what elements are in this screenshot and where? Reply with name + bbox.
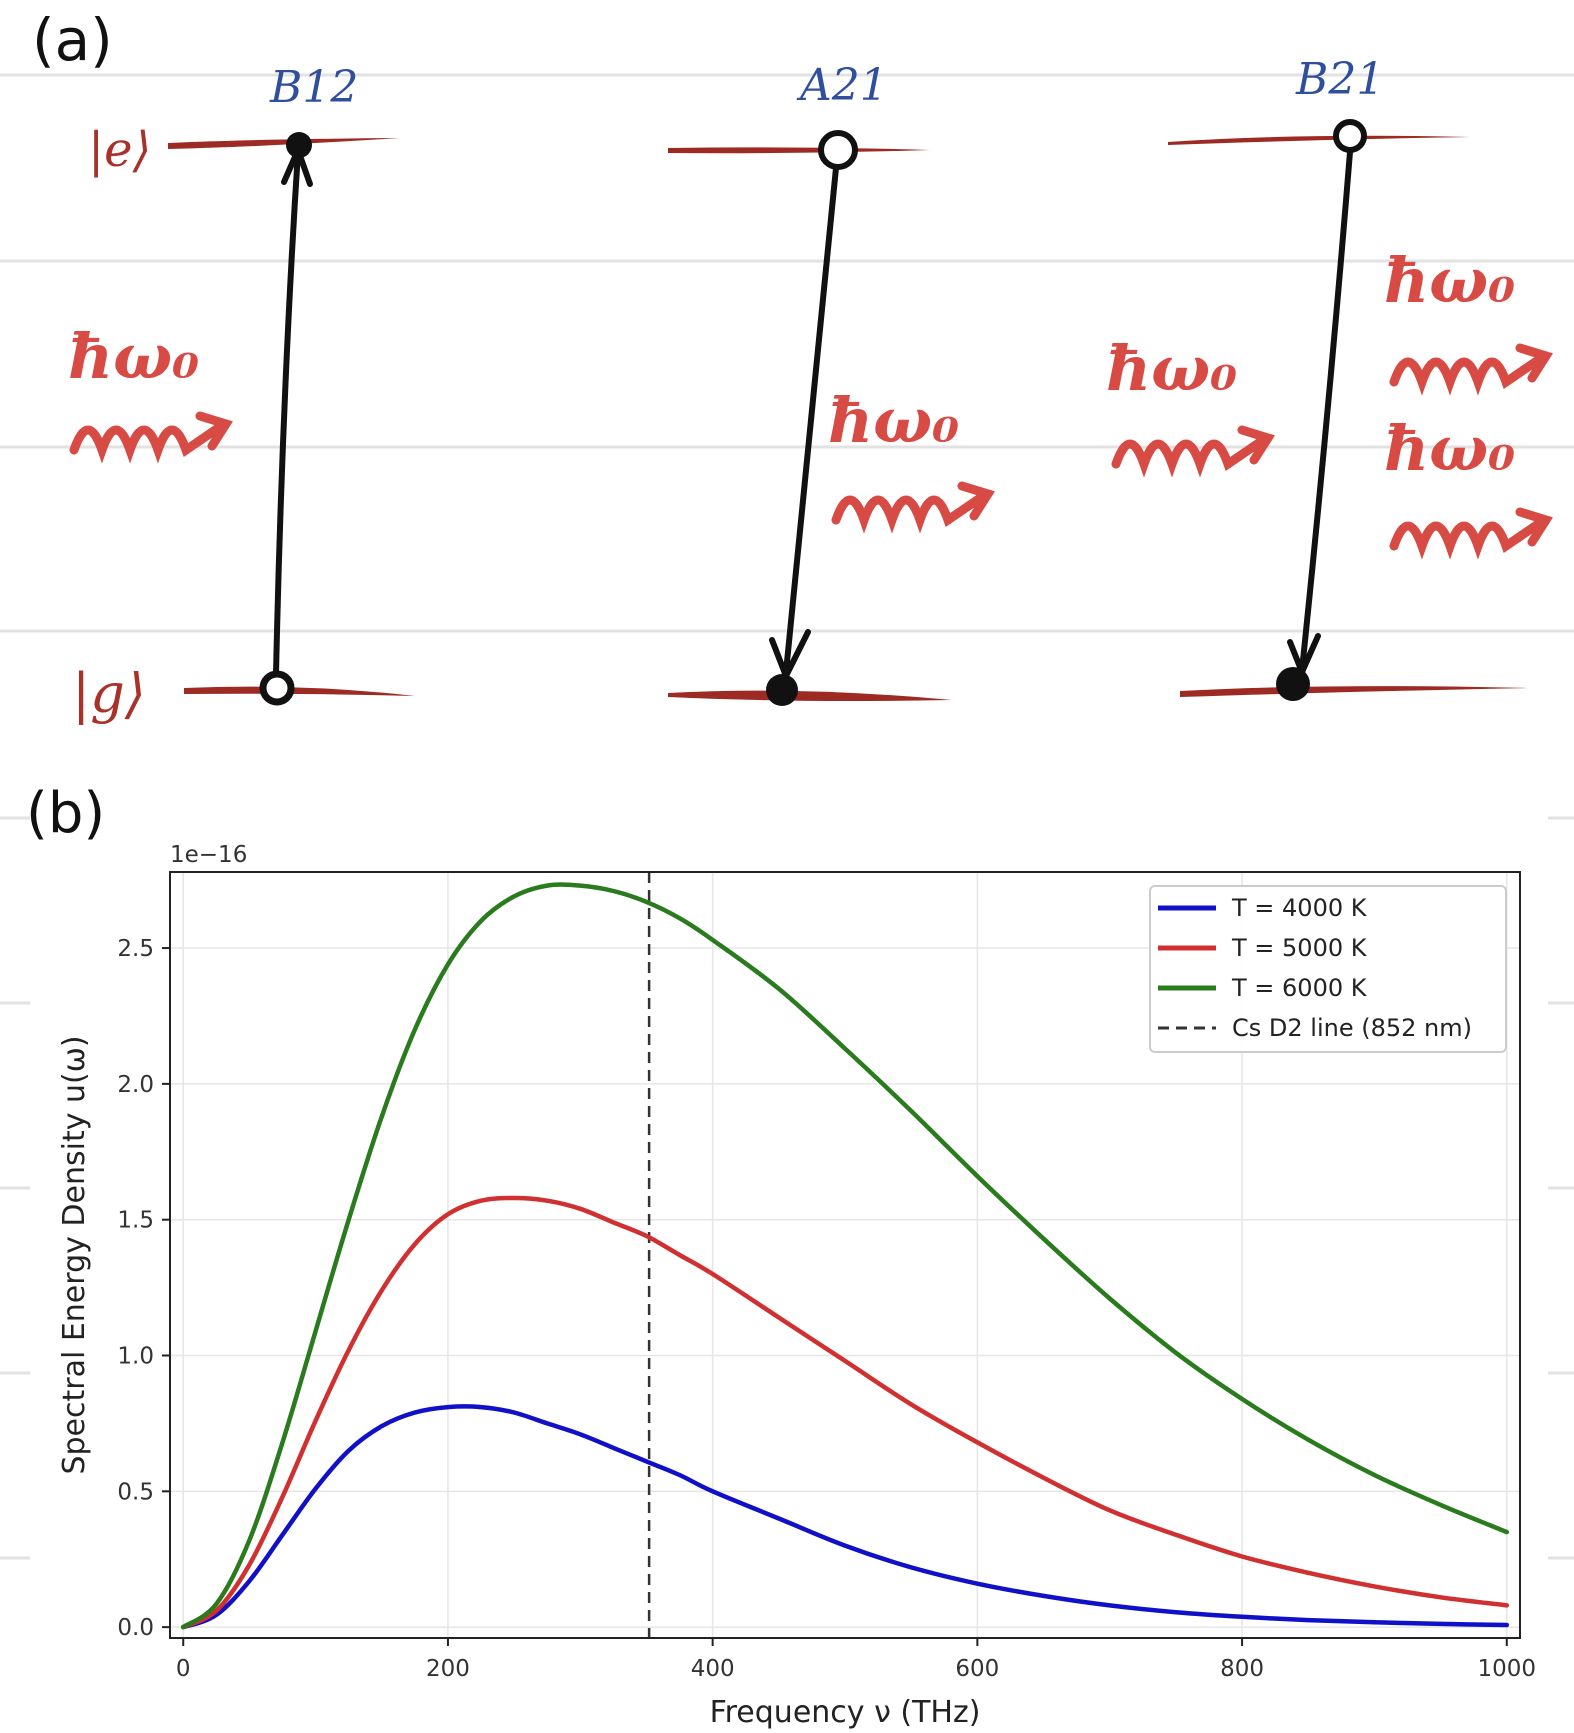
- photon-label-stimulated-in: ħω₀: [1106, 332, 1237, 405]
- paper-rule-lines: [0, 73, 1574, 1560]
- photon-wave-stimulated-in: [1111, 425, 1275, 478]
- excited-state-label: |e⟩: [88, 122, 151, 178]
- x-tick-label: 400: [691, 1656, 735, 1682]
- spontaneous-arrow: [783, 165, 839, 675]
- ground-level-1: [184, 686, 415, 696]
- panel-b-label: (b): [26, 781, 105, 846]
- photon-label-stimulated-out-1: ħω₀: [1384, 244, 1515, 317]
- legend-label-5000k: T = 5000 K: [1231, 934, 1368, 962]
- ground-level-3: [1180, 686, 1530, 697]
- spontaneous-end-dot: [766, 674, 798, 706]
- stimulated-end-dot: [1276, 667, 1310, 701]
- spectral-density-chart: 0 200 400 600 800 1000 0.0 0.5 1.0 1.5 2.0 2.5 1e−1…: [57, 842, 1536, 1730]
- x-tick-label: 200: [426, 1656, 470, 1682]
- legend-label-4000k: T = 4000 K: [1231, 894, 1368, 922]
- y-tick-label: 1.0: [117, 1344, 154, 1370]
- series-6000k-line: [180, 882, 1510, 1630]
- x-tick-label: 0: [176, 1656, 191, 1682]
- y-tick-label: 0.5: [117, 1479, 154, 1505]
- stimulated-arrow: [1299, 149, 1353, 673]
- x-tick-label: 600: [955, 1656, 999, 1682]
- absorption-end-dot: [286, 132, 312, 158]
- legend-label-6000k: T = 6000 K: [1231, 974, 1368, 1002]
- energy-levels: [168, 135, 1530, 701]
- chart-legend: T = 4000 K T = 5000 K T = 6000 K Cs D2 l…: [1149, 885, 1507, 1053]
- excited-level-1: [168, 138, 400, 149]
- absorption-arrow: [273, 149, 301, 677]
- y-tick-label: 0.0: [117, 1615, 154, 1641]
- plot-frame: [169, 871, 1521, 1639]
- spontaneous-start-circle: [818, 130, 858, 170]
- photon-wave-absorption: [69, 411, 233, 464]
- chart-ticks: 0 200 400 600 800 1000 0.0 0.5 1.0 1.5 2.0 2.5: [117, 936, 1536, 1682]
- state-dots: [286, 132, 1310, 706]
- transition-arrows: [259, 119, 1367, 706]
- absorption-start-dot: [259, 670, 295, 706]
- photon-label-stimulated-out-2: ħω₀: [1384, 412, 1515, 485]
- y-offset-label: 1e−16: [170, 842, 247, 868]
- y-tick-label: 2.5: [117, 936, 154, 962]
- legend-label-cs-d2: Cs D2 line (852 nm): [1232, 1014, 1472, 1042]
- stimulated-start-circle: [1333, 119, 1367, 153]
- photon-wave-spontaneous: [831, 481, 995, 534]
- ground-state-label: |g⟩: [72, 662, 146, 725]
- photons: ħω₀ ħω₀ ħω₀ ħω₀ ħω₀: [68, 244, 1553, 560]
- coefficient-a21: A21: [796, 60, 888, 111]
- coefficient-b12: B12: [269, 62, 358, 113]
- panel-a-label: (a): [32, 6, 113, 74]
- excited-level-3: [1168, 135, 1470, 145]
- x-tick-label: 800: [1220, 1656, 1264, 1682]
- series-4000k-line: [180, 1404, 1510, 1630]
- x-axis-label: Frequency ν (THz): [710, 1695, 981, 1730]
- y-tick-label: 1.5: [117, 1208, 154, 1234]
- excited-level-2: [668, 147, 930, 154]
- y-axis-label: Spectral Energy Density u(ω): [57, 1035, 92, 1474]
- chart-series: [180, 872, 1510, 1638]
- photon-wave-stimulated-out-2: [1389, 507, 1553, 560]
- photon-label-absorption: ħω₀: [68, 320, 199, 393]
- ground-level-2: [668, 690, 952, 701]
- photon-label-spontaneous: ħω₀: [828, 384, 959, 457]
- series-5000k-line: [180, 1195, 1510, 1630]
- x-tick-label: 1000: [1477, 1656, 1536, 1682]
- panel-a: (a) |e⟩ |g⟩ B12 A21 B21: [32, 6, 1553, 725]
- y-tick-label: 2.0: [117, 1072, 154, 1098]
- coefficient-b21: B21: [1295, 54, 1384, 105]
- legend-box: [1149, 885, 1507, 1053]
- photon-wave-stimulated-out-1: [1389, 343, 1553, 396]
